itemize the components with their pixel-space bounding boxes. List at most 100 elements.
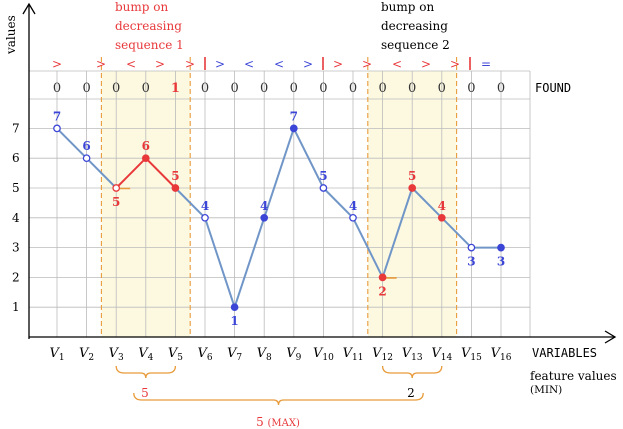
data-label-V5: 5 <box>171 169 179 183</box>
axes: values VARIABLES <box>4 2 617 360</box>
series-segment <box>322 187 354 219</box>
found-value: 0 <box>467 81 475 96</box>
series-segment <box>56 127 88 159</box>
data-label-V15: 3 <box>467 255 475 269</box>
brace-value-2: 2 <box>407 386 415 400</box>
data-label-V13: 5 <box>408 169 416 183</box>
y-tick-labels: 1 2 3 4 5 6 7 <box>12 121 20 314</box>
data-label-V14: 4 <box>438 199 446 213</box>
brace-value-3: 5 (MAX) <box>256 415 300 429</box>
data-label-V6: 4 <box>201 199 209 213</box>
signature-symbol: < <box>126 57 136 71</box>
found-value: 0 <box>53 81 61 96</box>
signature-symbol: > <box>185 57 195 71</box>
series-segment <box>85 157 117 189</box>
data-label-V12: 2 <box>378 284 386 298</box>
data-point-V9 <box>289 124 298 133</box>
data-point-V12 <box>378 273 387 282</box>
data-point-V2 <box>82 154 91 163</box>
found-value: 0 <box>378 81 386 96</box>
x-axis-arrow <box>604 330 617 344</box>
signature-symbol: > <box>450 57 460 71</box>
found-value: 0 <box>408 81 416 96</box>
data-label-V10: 5 <box>319 169 327 183</box>
y-tick-label: 2 <box>12 270 20 284</box>
x-tick-label-V12: V12 <box>372 346 393 363</box>
x-tick-label-V5: V5 <box>168 346 183 363</box>
x-tick-label-V10: V10 <box>313 346 334 363</box>
signature-symbol: > <box>362 57 372 71</box>
series-segment <box>263 128 295 219</box>
found-value: 0 <box>260 81 268 96</box>
x-tick-label-V7: V7 <box>227 346 242 363</box>
series-segment <box>381 187 414 278</box>
found-row: FOUND 0 0 0 0 1 0 0 0 0 0 0 0 0 0 0 0 <box>53 81 571 96</box>
found-value: 0 <box>82 81 90 96</box>
y-axis-label: values <box>4 15 18 55</box>
data-label-V3: 5 <box>112 195 120 209</box>
signature-symbol: > <box>421 57 431 71</box>
found-value: 0 <box>230 81 238 96</box>
region-boundaries <box>100 57 458 337</box>
x-axis-label: VARIABLES <box>532 346 597 360</box>
series-segment <box>411 187 443 219</box>
braces: 5 2 5 (MAX) <box>115 365 443 429</box>
data-label-V9: 7 <box>290 109 298 123</box>
y-tick-label: 6 <box>12 151 20 165</box>
signature-symbol: < <box>244 57 254 71</box>
x-tick-label-V6: V6 <box>197 346 212 363</box>
data-point-V6 <box>201 213 209 222</box>
brace-value-1: 5 <box>141 386 149 400</box>
x-tick-label-V15: V15 <box>461 346 482 363</box>
x-tick-label-V1: V1 <box>49 346 64 363</box>
signature-symbol: < <box>392 57 402 71</box>
series-segment <box>145 157 177 189</box>
y-tick-label: 3 <box>12 241 20 255</box>
data-point-V1 <box>53 124 61 133</box>
found-value: 0 <box>319 81 327 96</box>
annotation-2-line: sequence 2 <box>381 38 450 52</box>
found-value: 0 <box>290 81 298 96</box>
annotation-1-line: bump on <box>115 0 169 14</box>
data-point-V14 <box>437 213 446 222</box>
y-tick-label: 1 <box>12 300 20 314</box>
brace-3 <box>133 392 424 406</box>
found-value: 0 <box>201 81 209 96</box>
signature-symbol: > <box>96 57 106 71</box>
x-tick-label-V16: V16 <box>491 346 512 363</box>
data-point-V7 <box>230 303 239 312</box>
y-tick-label: 7 <box>12 121 20 135</box>
x-tick-label-V3: V3 <box>109 346 124 363</box>
data-point-V5 <box>171 184 180 192</box>
data-label-V11: 4 <box>349 199 357 213</box>
data-label-V2: 6 <box>82 139 90 153</box>
signature-symbol: > <box>333 57 343 71</box>
x-tick-label-V4: V4 <box>138 346 153 363</box>
y-tick-label: 4 <box>12 211 20 225</box>
data-point-V8 <box>260 213 269 222</box>
data-label-V1: 7 <box>53 109 61 123</box>
shaded-regions <box>101 71 457 337</box>
brace-1 <box>115 365 177 379</box>
signature-symbol: > <box>155 57 165 71</box>
signature-symbol: > <box>215 57 225 71</box>
series-segment <box>115 157 147 189</box>
x-tick-labels: V1 V2 V3 V4 V5 V6 V7 V8 V9 V10 V11 V12 V13 V14 V15 V16 <box>49 346 511 363</box>
x-tick-label-V9: V9 <box>286 346 301 363</box>
data-point-V13 <box>408 184 417 192</box>
x-tick-label-V13: V13 <box>402 346 423 363</box>
data-point-V11 <box>349 213 357 222</box>
signature-row: > > < > > > < < > > > < > > = <box>52 57 491 71</box>
series-segment <box>233 217 266 308</box>
data-point-V4 <box>141 154 150 163</box>
data-label-V16: 3 <box>497 255 505 269</box>
signature-symbol: < <box>274 57 284 71</box>
data-point-V10 <box>319 184 328 192</box>
annotation-2-line: bump on <box>381 0 435 14</box>
data-label-V4: 6 <box>142 139 150 153</box>
found-label: FOUND <box>535 81 571 95</box>
feature-values-label: feature values (MIN) <box>530 369 617 396</box>
series-segment <box>174 187 206 219</box>
found-value: 0 <box>112 81 120 96</box>
x-tick-label-V8: V8 <box>257 346 272 363</box>
